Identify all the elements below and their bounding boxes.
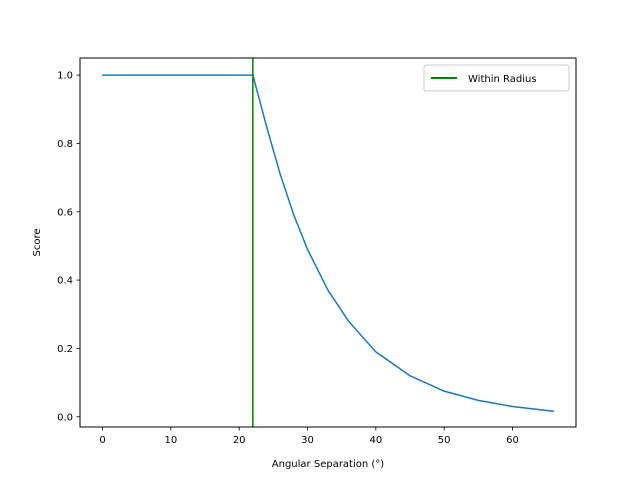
x-tick-label: 20: [233, 435, 246, 446]
x-tick-label: 30: [301, 435, 314, 446]
axes-frame: [79, 57, 577, 428]
x-tick-label: 60: [506, 435, 519, 446]
tick-layer: 0 10 20 30 40 50 60 0.0 0.2 0.4 0.6 0.8 1.0: [57, 71, 519, 446]
y-tick-label: 0.0: [57, 412, 73, 423]
x-tick-label: 50: [438, 435, 451, 446]
legend-label-within-radius: Within Radius: [468, 74, 537, 85]
x-tick-label: 0: [99, 435, 105, 446]
y-tick-label: 1.0: [57, 71, 73, 82]
plot-layer: [101, 58, 555, 427]
score-curve: [101, 74, 555, 413]
legend: Within Radius: [423, 64, 570, 92]
x-tick-label: 10: [164, 435, 177, 446]
y-tick-label: 0.8: [57, 139, 73, 150]
y-tick-label: 0.6: [57, 207, 73, 218]
legend-box: [423, 64, 570, 92]
y-axis-label: Score: [32, 228, 43, 256]
x-axis-label: Angular Separation (°): [272, 459, 385, 470]
x-tick-label: 40: [369, 435, 382, 446]
plot-area: [101, 58, 555, 427]
y-tick-label: 0.2: [57, 344, 73, 355]
y-tick-label: 0.4: [57, 276, 73, 287]
